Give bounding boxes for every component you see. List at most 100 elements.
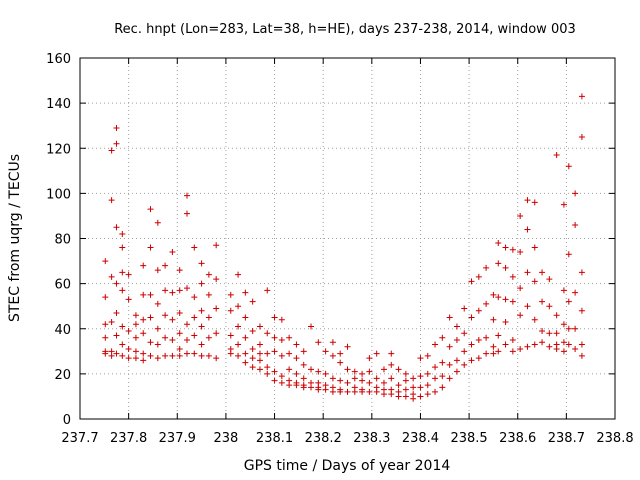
data-point-marker bbox=[191, 294, 198, 301]
data-point-marker bbox=[395, 382, 402, 389]
data-point-marker bbox=[322, 386, 329, 393]
data-point-marker bbox=[162, 352, 169, 359]
data-point-marker bbox=[249, 355, 256, 362]
y-tick-label: 0 bbox=[63, 413, 71, 428]
data-point-marker bbox=[461, 348, 468, 355]
data-point-marker bbox=[249, 364, 256, 371]
data-point-marker bbox=[366, 379, 373, 386]
data-point-marker bbox=[235, 352, 242, 359]
data-point-marker bbox=[113, 140, 120, 147]
data-point-marker bbox=[553, 330, 560, 337]
data-point-marker bbox=[162, 334, 169, 341]
data-point-marker bbox=[286, 350, 293, 357]
data-point-marker bbox=[227, 332, 234, 339]
data-point-marker bbox=[147, 339, 154, 346]
data-point-marker bbox=[380, 379, 387, 386]
data-point-marker bbox=[271, 314, 278, 321]
data-point-marker bbox=[102, 334, 109, 341]
data-point-marker bbox=[351, 388, 358, 395]
data-point-marker bbox=[517, 346, 524, 353]
data-point-marker bbox=[344, 388, 351, 395]
data-point-marker bbox=[242, 289, 249, 296]
data-point-marker bbox=[242, 350, 249, 357]
data-point-marker bbox=[351, 375, 358, 382]
data-point-marker bbox=[572, 325, 579, 332]
data-point-marker bbox=[286, 382, 293, 389]
data-point-marker bbox=[264, 370, 271, 377]
data-point-marker bbox=[546, 343, 553, 350]
data-point-marker bbox=[395, 366, 402, 373]
data-point-marker bbox=[147, 206, 154, 213]
data-point-marker bbox=[140, 316, 147, 323]
data-point-marker bbox=[578, 341, 585, 348]
data-point-marker bbox=[242, 359, 249, 366]
data-point-marker bbox=[162, 262, 169, 269]
y-tick-label: 40 bbox=[54, 323, 71, 338]
data-point-marker bbox=[315, 339, 322, 346]
data-point-marker bbox=[125, 328, 132, 335]
data-point-marker bbox=[560, 287, 567, 294]
data-point-marker bbox=[205, 352, 212, 359]
data-point-marker bbox=[388, 361, 395, 368]
data-point-marker bbox=[446, 361, 453, 368]
y-tick-label: 100 bbox=[46, 187, 71, 202]
data-point-marker bbox=[102, 321, 109, 328]
data-point-marker bbox=[453, 357, 460, 364]
x-tick-label: 238 bbox=[213, 431, 238, 446]
data-point-marker bbox=[495, 240, 502, 247]
data-point-marker bbox=[113, 350, 120, 357]
data-point-marker bbox=[169, 316, 176, 323]
data-point-marker bbox=[184, 285, 190, 292]
data-point-marker bbox=[256, 366, 263, 373]
data-point-marker bbox=[329, 388, 336, 395]
data-point-marker bbox=[524, 197, 531, 204]
data-point-marker bbox=[213, 305, 220, 312]
data-point-marker bbox=[213, 355, 220, 362]
data-point-marker bbox=[578, 133, 585, 140]
data-point-marker bbox=[578, 269, 585, 276]
data-point-marker bbox=[475, 307, 482, 314]
data-point-marker bbox=[417, 355, 424, 362]
data-point-marker bbox=[300, 348, 307, 355]
data-point-marker bbox=[344, 366, 351, 373]
data-point-marker bbox=[102, 350, 109, 357]
data-point-marker bbox=[344, 379, 351, 386]
data-point-marker bbox=[439, 384, 446, 391]
data-point-marker bbox=[560, 201, 567, 208]
data-point-marker bbox=[509, 298, 516, 305]
y-axis-label: STEC from uqrg / TECUs bbox=[7, 154, 23, 322]
data-point-marker bbox=[539, 339, 546, 346]
data-point-marker bbox=[256, 350, 263, 357]
data-point-marker bbox=[249, 328, 256, 335]
data-point-marker bbox=[140, 357, 147, 364]
data-point-marker bbox=[502, 264, 509, 271]
data-point-marker bbox=[191, 332, 198, 339]
data-point-marker bbox=[198, 341, 205, 348]
y-tick-label: 20 bbox=[54, 368, 71, 383]
data-point-marker bbox=[169, 289, 176, 296]
data-point-marker bbox=[461, 330, 468, 337]
data-point-marker bbox=[108, 197, 115, 204]
data-point-marker bbox=[344, 343, 351, 350]
data-point-marker bbox=[461, 305, 468, 312]
data-point-marker bbox=[198, 352, 205, 359]
data-point-marker bbox=[410, 395, 417, 402]
data-point-marker bbox=[249, 298, 256, 305]
grid bbox=[80, 58, 615, 419]
data-point-marker bbox=[213, 276, 220, 283]
data-point-marker bbox=[315, 386, 322, 393]
data-point-marker bbox=[553, 152, 560, 159]
data-point-marker bbox=[140, 330, 147, 337]
data-point-marker bbox=[337, 350, 344, 357]
data-point-marker bbox=[184, 210, 190, 217]
data-point-marker bbox=[119, 287, 126, 294]
data-point-marker bbox=[278, 316, 285, 323]
data-point-marker bbox=[119, 244, 126, 251]
x-tick-label: 238.6 bbox=[499, 431, 536, 446]
data-point-marker bbox=[154, 355, 161, 362]
data-point-marker bbox=[113, 309, 120, 316]
data-point-marker bbox=[475, 355, 482, 362]
data-point-marker bbox=[264, 350, 271, 357]
data-point-marker bbox=[565, 341, 572, 348]
data-point-marker bbox=[147, 352, 154, 359]
